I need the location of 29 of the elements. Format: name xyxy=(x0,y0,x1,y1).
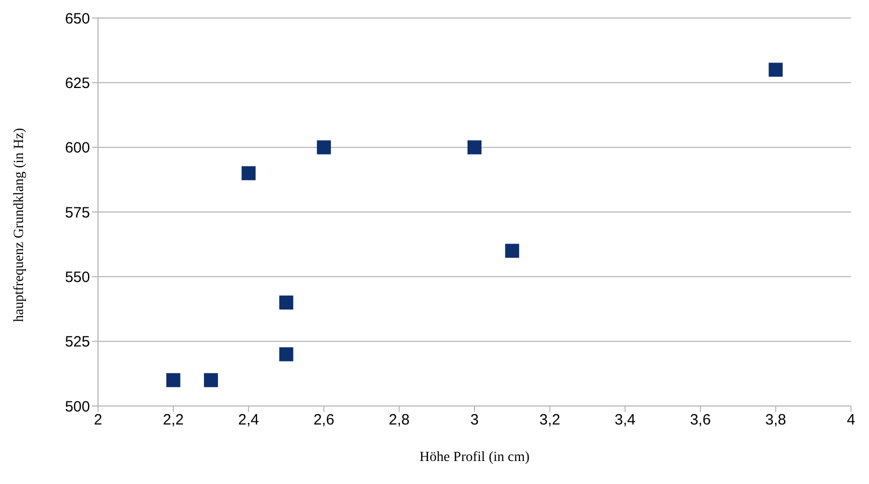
x-tick-label: 2,4 xyxy=(238,412,260,429)
x-tick-label: 2,2 xyxy=(162,412,184,429)
point xyxy=(166,373,180,388)
x-tick-label: 3,6 xyxy=(690,412,711,429)
point xyxy=(768,62,783,77)
point xyxy=(316,140,331,154)
y-tick-label: 575 xyxy=(64,204,90,222)
x-axis-title: Höhe Profil (in cm) xyxy=(419,450,530,465)
x-tick-label: 3,2 xyxy=(539,412,560,429)
y-tick-label: 625 xyxy=(64,74,90,92)
x-tick-label: 3,4 xyxy=(614,412,636,429)
point xyxy=(242,166,256,180)
x-tick-label: 4 xyxy=(846,412,856,429)
y-tick-label: 650 xyxy=(64,10,90,28)
point xyxy=(204,373,218,388)
x-tick-label: 3,8 xyxy=(765,412,786,429)
x-tick-label: 3 xyxy=(470,412,479,429)
x-tick-label: 2 xyxy=(94,412,102,429)
point xyxy=(468,140,482,154)
x-tick-label: 2,6 xyxy=(313,412,334,429)
x-tick-label: 2,8 xyxy=(388,412,410,429)
y-tick-label: 500 xyxy=(64,398,90,416)
point xyxy=(279,296,294,310)
y-tick-label: 600 xyxy=(64,140,90,157)
point xyxy=(505,244,520,258)
y-tick-label: 525 xyxy=(64,334,90,351)
y-axis-title: hauptfrequenz Grundklang (in Hz) xyxy=(12,128,27,322)
point xyxy=(279,347,294,362)
y-tick-label: 550 xyxy=(64,268,90,286)
